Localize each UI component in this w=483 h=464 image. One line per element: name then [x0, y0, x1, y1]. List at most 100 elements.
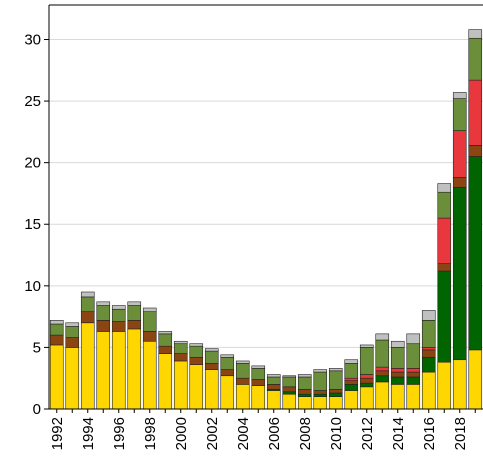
bar-segment — [142, 340, 157, 410]
bar-segment — [359, 344, 374, 348]
bar-segment — [406, 376, 421, 385]
bar-segment — [49, 344, 64, 410]
bar-segment — [437, 263, 452, 272]
bar-segment — [344, 359, 359, 364]
bar-segment — [359, 386, 374, 410]
bar-segment — [421, 347, 436, 351]
bar-segment — [220, 375, 235, 410]
bar-segment — [142, 307, 157, 312]
bar-segment — [173, 353, 188, 362]
bar-segment — [437, 183, 452, 193]
bar-segment — [328, 392, 343, 397]
bar-segment — [49, 323, 64, 336]
bar-segment — [468, 156, 483, 351]
bar-segment — [468, 145, 483, 157]
bar-segment — [344, 390, 359, 410]
bar-segment — [235, 360, 250, 364]
bar-segment — [452, 92, 467, 99]
bar-segment — [251, 365, 266, 369]
bar-segment — [328, 388, 343, 394]
bar-segment — [406, 371, 421, 378]
bar-segment — [421, 356, 436, 373]
x-tick-label: 2000 — [173, 417, 190, 450]
bar-segment — [158, 345, 173, 354]
bar-segment — [437, 217, 452, 264]
bar-segment — [142, 311, 157, 332]
y-tick-label: 5 — [33, 339, 41, 356]
bar-segment — [111, 308, 126, 322]
bar-segment — [220, 369, 235, 377]
bar-segment — [406, 333, 421, 345]
bar-segment — [127, 301, 142, 306]
bar-segment — [173, 343, 188, 354]
bar-segment — [189, 356, 204, 365]
x-tick-label: 2004 — [235, 417, 252, 450]
y-tick-label: 20 — [24, 155, 41, 172]
bar-segment — [328, 396, 343, 410]
bar-segment — [313, 396, 328, 410]
bar-segment — [127, 328, 142, 410]
bar-segment — [344, 380, 359, 385]
bar-segment — [49, 320, 64, 325]
bar-segment — [359, 377, 374, 384]
bar-segment — [96, 301, 111, 306]
bar-segment — [406, 384, 421, 410]
bar-segment — [65, 337, 80, 348]
bar-segment — [297, 388, 312, 395]
bar-segment — [344, 384, 359, 391]
bar-segment — [468, 29, 483, 39]
bar-segment — [375, 375, 390, 383]
x-tick-label: 2018 — [452, 417, 469, 450]
x-tick-label: 2008 — [297, 417, 314, 450]
bar-segment — [220, 354, 235, 358]
bar-segment — [282, 386, 297, 393]
bar-segment — [142, 331, 157, 342]
bar-segment — [266, 384, 281, 390]
bar-segment — [297, 376, 312, 390]
bar-segment — [251, 385, 266, 410]
bar-segment — [406, 368, 421, 373]
bar-segment — [390, 368, 405, 373]
bar-segment — [313, 390, 328, 395]
bar-segment — [390, 340, 405, 348]
x-tick-label: 1998 — [142, 417, 159, 450]
bar-segment — [158, 331, 173, 335]
bar-segment — [437, 361, 452, 410]
bar-segment — [111, 321, 126, 332]
x-tick-label: 1992 — [49, 417, 66, 450]
bar-segment — [406, 343, 421, 369]
bar-segment — [375, 381, 390, 410]
bar-segment — [437, 191, 452, 219]
bar-segment — [328, 370, 343, 390]
bar-segment — [251, 368, 266, 380]
x-tick-label: 2014 — [390, 417, 407, 450]
bar-segment — [390, 376, 405, 385]
bar-segment — [80, 311, 95, 324]
x-tick-label: 2016 — [421, 417, 438, 450]
bar-segment — [421, 320, 436, 348]
bar-segment — [313, 371, 328, 391]
bar-segment — [96, 305, 111, 321]
bar-segment — [235, 377, 250, 385]
bar-segment — [313, 393, 328, 397]
bar-segment — [468, 79, 483, 146]
x-tick-label: 2006 — [266, 417, 283, 450]
bar-segment — [80, 322, 95, 410]
x-tick-label: 2012 — [359, 417, 376, 450]
bar-segment — [468, 37, 483, 81]
bar-segment — [266, 374, 281, 378]
bar-segment — [189, 343, 204, 347]
y-tick-label: 0 — [33, 401, 41, 418]
bar-segment — [452, 177, 467, 188]
bar-segment — [65, 326, 80, 338]
bar-segment — [421, 310, 436, 321]
bar-segment — [421, 349, 436, 358]
bar-segment — [452, 359, 467, 410]
bar-segment — [80, 291, 95, 298]
x-tick-label: 1994 — [80, 417, 97, 450]
x-tick-label: 2010 — [328, 417, 345, 450]
bar-segment — [220, 356, 235, 370]
bar-segment — [251, 379, 266, 386]
bar-segment — [359, 382, 374, 388]
